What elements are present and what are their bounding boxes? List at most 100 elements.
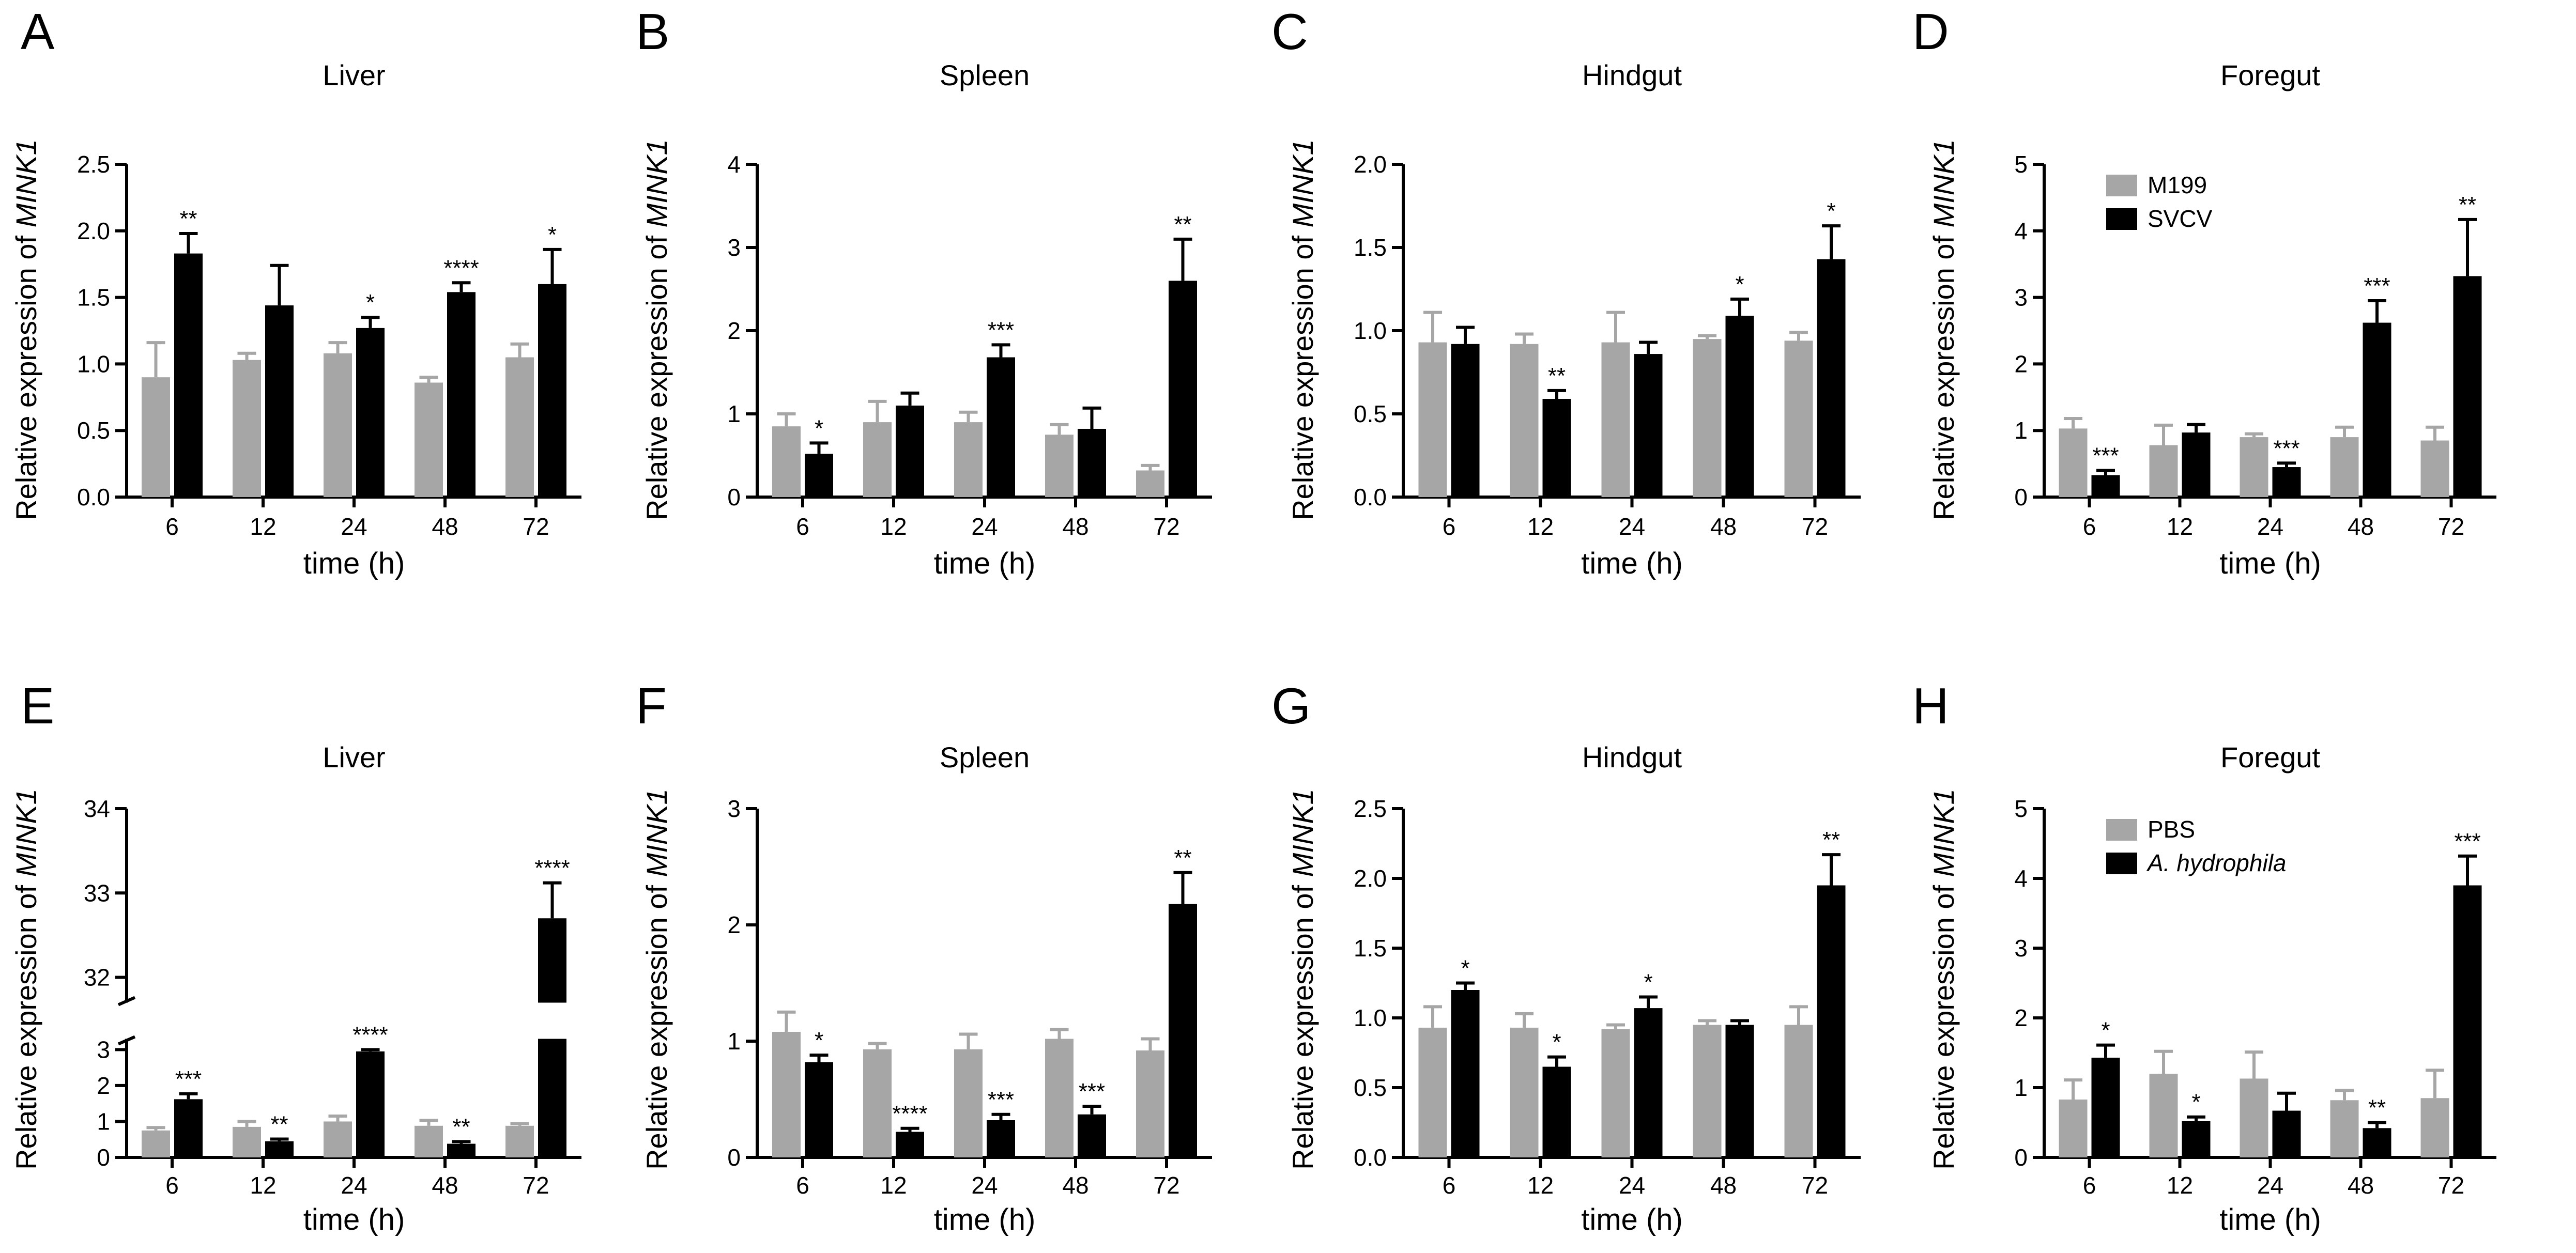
bar: [2420, 440, 2449, 497]
significance-label: *: [815, 1028, 823, 1053]
bar: [772, 426, 801, 497]
significance-label: *: [815, 415, 823, 441]
x-tick-label: 72: [1153, 1172, 1179, 1199]
bar: [2453, 885, 2482, 1157]
bar: [1418, 342, 1447, 497]
bar: [2059, 1099, 2088, 1157]
panel-letter: H: [1912, 677, 1949, 734]
significance-label: *: [1461, 956, 1469, 981]
y-tick-label: 2.0: [1354, 865, 1387, 892]
bar: [1784, 1025, 1813, 1157]
x-tick-label: 24: [971, 513, 998, 540]
x-tick-label: 48: [432, 1172, 458, 1199]
y-axis-label-gene: MINK1: [10, 788, 42, 877]
bar: [265, 1141, 294, 1157]
x-tick-label: 12: [250, 513, 276, 540]
bar: [2363, 1128, 2391, 1157]
bar: [896, 405, 924, 497]
y-tick-label: 3: [727, 795, 741, 822]
legend-swatch: [2106, 853, 2137, 874]
y-axis-label: Relative expression of MINK1: [640, 788, 673, 1170]
y-tick-label: 2.0: [1354, 151, 1387, 178]
bar: [1542, 1066, 1571, 1157]
bar: [324, 353, 352, 497]
y-tick-label: 1: [2014, 417, 2028, 444]
y-tick-label: 5: [2014, 795, 2028, 822]
bar: [987, 357, 1015, 497]
bar: [1601, 342, 1630, 497]
significance-label: *: [1735, 272, 1744, 297]
bar: [1817, 885, 1846, 1157]
y-tick-label: 2: [2014, 1004, 2028, 1031]
x-tick-label: 72: [523, 1172, 549, 1199]
y-tick-label: 0: [727, 1144, 741, 1171]
y-tick-label: 0.0: [1354, 484, 1387, 511]
y-tick-label: 1: [2014, 1074, 2028, 1101]
x-tick-label: 24: [341, 513, 367, 540]
bar: [1045, 1039, 1074, 1157]
y-axis-label: Relative expression of MINK1: [1286, 788, 1319, 1170]
legend-label: A. hydrophila: [2146, 849, 2287, 876]
bar: [1169, 281, 1197, 497]
y-tick-label: 1.0: [1354, 317, 1387, 344]
panel-letter: C: [1271, 3, 1308, 60]
y-axis-label-prefix: Relative expression of: [1927, 877, 1960, 1170]
x-tick-label: 72: [1802, 1172, 1828, 1199]
x-tick-label: 6: [2083, 1172, 2096, 1199]
y-tick-label: 0: [2014, 484, 2028, 511]
bar: [1451, 344, 1480, 497]
bar: [356, 1051, 385, 1157]
bar: [415, 382, 443, 497]
panel-letter: G: [1271, 677, 1311, 734]
y-axis-label-gene: MINK1: [10, 139, 42, 227]
significance-label: **: [1174, 845, 1191, 871]
bar: [1725, 1025, 1754, 1157]
significance-label: *: [366, 290, 375, 315]
x-tick-label: 12: [880, 1172, 907, 1199]
bar: [233, 360, 261, 497]
y-axis-label-gene: MINK1: [1927, 139, 1960, 227]
axis-break-mark: [117, 996, 136, 1007]
bar: [2240, 437, 2268, 497]
y-axis-label: Relative expression of MINK1: [1927, 788, 1960, 1170]
y-tick-label: 2: [2014, 350, 2028, 377]
panel-letter: D: [1912, 3, 1949, 60]
y-tick-label: 0.5: [1354, 1074, 1387, 1101]
y-tick-label: 1.5: [1354, 234, 1387, 261]
bar: [1634, 1008, 1663, 1157]
x-tick-label: 48: [1710, 1172, 1737, 1199]
bar: [538, 1039, 566, 1157]
bar: [2149, 445, 2178, 497]
x-tick-label: 24: [1619, 513, 1645, 540]
significance-label: *: [548, 222, 557, 247]
x-tick-label: 72: [523, 513, 549, 540]
bar: [1418, 1027, 1447, 1157]
y-tick-label: 5: [2014, 151, 2028, 178]
bar: [863, 1049, 892, 1157]
y-axis-label-gene: MINK1: [1286, 139, 1319, 227]
significance-label: ***: [2454, 829, 2480, 854]
significance-label: ***: [1079, 1079, 1105, 1104]
significance-label: *: [1644, 970, 1652, 995]
y-axis-label-gene: MINK1: [640, 788, 673, 877]
x-axis-label: time (h): [2219, 547, 2321, 580]
bar: [1510, 344, 1539, 497]
bar: [1601, 1029, 1630, 1157]
y-axis-label-prefix: Relative expression of: [640, 877, 673, 1170]
significance-label: ****: [892, 1101, 928, 1126]
bar: [1510, 1027, 1539, 1157]
significance-label: **: [2459, 192, 2476, 218]
bar: [265, 305, 294, 497]
bar: [538, 918, 566, 1003]
x-tick-label: 6: [1443, 513, 1456, 540]
significance-label: **: [270, 1112, 288, 1137]
y-axis-label-prefix: Relative expression of: [1927, 227, 1960, 520]
y-tick-label: 0.5: [77, 417, 110, 444]
bar: [805, 1062, 833, 1157]
panel-c: C Hindgut 0.0 0.5 1.0 1.5 2.0 Relative expressi…: [1271, 3, 1861, 580]
y-axis-label: Relative expression of MINK1: [1927, 139, 1960, 520]
bar: [2240, 1078, 2268, 1157]
x-tick-label: 12: [880, 513, 907, 540]
